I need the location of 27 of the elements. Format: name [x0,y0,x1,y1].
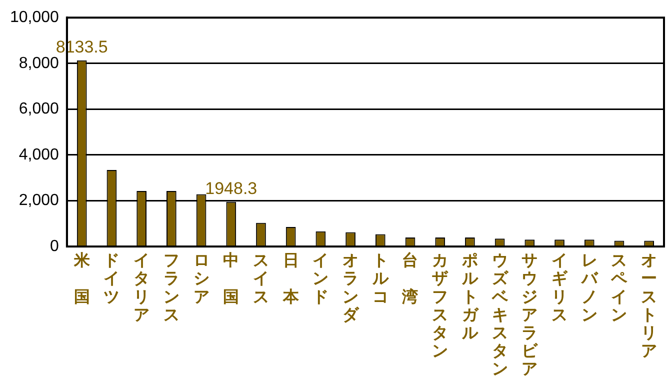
y-tick-label: 2,000 [18,192,60,210]
y-tick-label: 10,000 [10,9,60,26]
x-tick-label: スイス [252,250,269,306]
x-tick-label: 中国 [223,250,240,306]
x-tick-label: サウジアラビア [522,250,539,378]
y-tick-label: 0 [50,238,60,255]
y-tick-label: 4,000 [18,146,60,164]
x-tick-label: ポルトガル [460,250,479,342]
y-tick-label: 6,000 [18,100,60,118]
x-tick-label: カザフスタン [432,250,450,360]
x-tick-label: オランダ [342,250,360,324]
x-tick-label: 台湾 [401,250,418,306]
x-tick-label: ロシア [193,250,210,306]
x-tick-label: スペイン [610,250,628,324]
x-tick-label: イギリス [552,250,569,324]
data-label: 1948.3 [205,179,258,198]
x-tick-label: ドイツ [104,250,120,306]
x-tick-label: トルコ [371,250,390,306]
y-tick-label: 8,000 [18,54,60,72]
x-tick-label: ウズベキスタン [490,250,509,378]
x-tick-label: イタリア [134,250,150,324]
x-tick-label: 日本 [282,250,300,306]
x-tick-label: フランス [163,250,180,324]
x-tick-label: レバノン [580,250,598,324]
x-tick-label: インド [312,250,329,306]
x-tick-label: 米国 [72,250,91,306]
x-tick-label: オーストリア [641,250,658,360]
